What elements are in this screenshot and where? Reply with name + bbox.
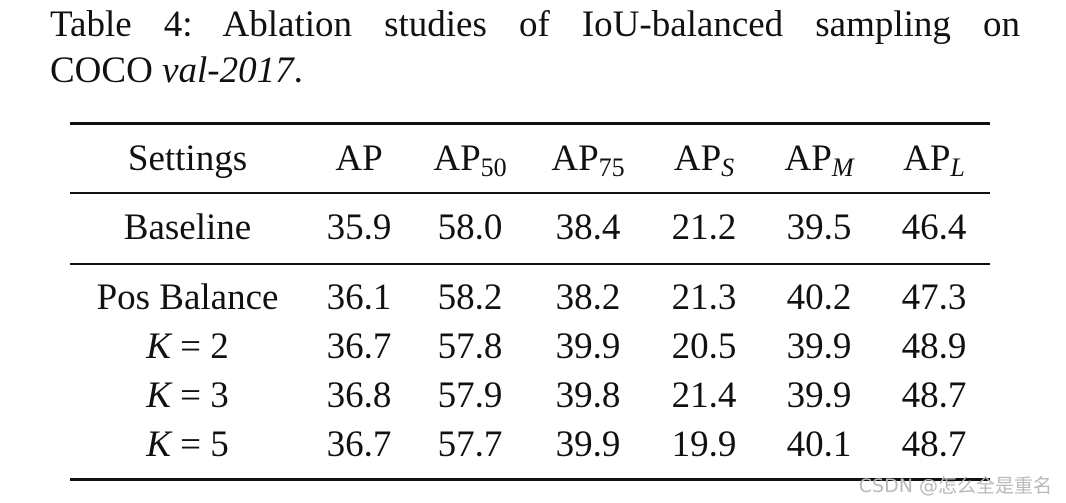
row-k5-setting: K = 5 bbox=[146, 424, 229, 465]
row-baseline-apl: 46.4 bbox=[901, 207, 967, 248]
watermark: CSDN @怎么全是重名 bbox=[858, 475, 1052, 497]
row-k3-apl: 48.7 bbox=[901, 375, 967, 416]
header-ap75: AP75 bbox=[551, 138, 625, 182]
table-caption: Table 4: Ablation studies of IoU-balance… bbox=[50, 2, 1020, 94]
header-rule bbox=[70, 192, 990, 194]
row-baseline-ap50: 58.0 bbox=[437, 207, 503, 248]
row-k3-ap: 36.8 bbox=[326, 375, 392, 416]
row-k5-ap50: 57.7 bbox=[437, 424, 503, 465]
row-k2-apm: 39.9 bbox=[786, 326, 852, 367]
caption-dataset: COCO bbox=[50, 50, 163, 91]
caption-line-2: COCO val-2017. bbox=[50, 48, 1020, 94]
table-top-rule bbox=[70, 122, 990, 125]
header-aps: APS bbox=[673, 138, 735, 182]
row-baseline-apm: 39.5 bbox=[786, 207, 852, 248]
row-pos-balance-aps: 21.3 bbox=[671, 277, 737, 318]
row-k3-ap75: 39.8 bbox=[555, 375, 621, 416]
row-pos-balance-apl: 47.3 bbox=[901, 277, 967, 318]
row-k3-apm: 39.9 bbox=[786, 375, 852, 416]
row-k2-ap75: 39.9 bbox=[555, 326, 621, 367]
row-baseline-ap: 35.9 bbox=[326, 207, 392, 248]
row-baseline-ap75: 38.4 bbox=[555, 207, 621, 248]
header-ap: AP bbox=[335, 138, 383, 179]
baseline-rule bbox=[70, 263, 990, 265]
row-k3-ap50: 57.9 bbox=[437, 375, 503, 416]
row-k3-aps: 21.4 bbox=[671, 375, 737, 416]
row-pos-balance-ap: 36.1 bbox=[326, 277, 392, 318]
row-k2-setting: K = 2 bbox=[146, 326, 229, 367]
header-apl: APL bbox=[903, 138, 965, 182]
row-baseline-setting: Baseline bbox=[123, 207, 252, 248]
header-ap50: AP50 bbox=[433, 138, 507, 182]
row-k2-apl: 48.9 bbox=[901, 326, 967, 367]
row-pos-balance-ap75: 38.2 bbox=[555, 277, 621, 318]
row-k5-apm: 40.1 bbox=[786, 424, 852, 465]
header-apm: APM bbox=[784, 138, 854, 182]
caption-split: val-2017 bbox=[162, 50, 294, 91]
row-baseline-aps: 21.2 bbox=[671, 207, 737, 248]
row-k3-setting: K = 3 bbox=[146, 375, 229, 416]
row-k2-ap: 36.7 bbox=[326, 326, 392, 367]
row-k5-aps: 19.9 bbox=[671, 424, 737, 465]
row-pos-balance-apm: 40.2 bbox=[786, 277, 852, 318]
row-k5-ap75: 39.9 bbox=[555, 424, 621, 465]
row-pos-balance-setting: Pos Balance bbox=[96, 277, 279, 318]
caption-period: . bbox=[293, 50, 303, 91]
header-settings: Settings bbox=[127, 138, 248, 179]
row-pos-balance-ap50: 58.2 bbox=[437, 277, 503, 318]
caption-line-1: Table 4: Ablation studies of IoU-balance… bbox=[50, 4, 1020, 45]
table-bottom-rule bbox=[70, 478, 990, 481]
row-k5-ap: 36.7 bbox=[326, 424, 392, 465]
row-k2-aps: 20.5 bbox=[671, 326, 737, 367]
row-k2-ap50: 57.8 bbox=[437, 326, 503, 367]
row-k5-apl: 48.7 bbox=[901, 424, 967, 465]
